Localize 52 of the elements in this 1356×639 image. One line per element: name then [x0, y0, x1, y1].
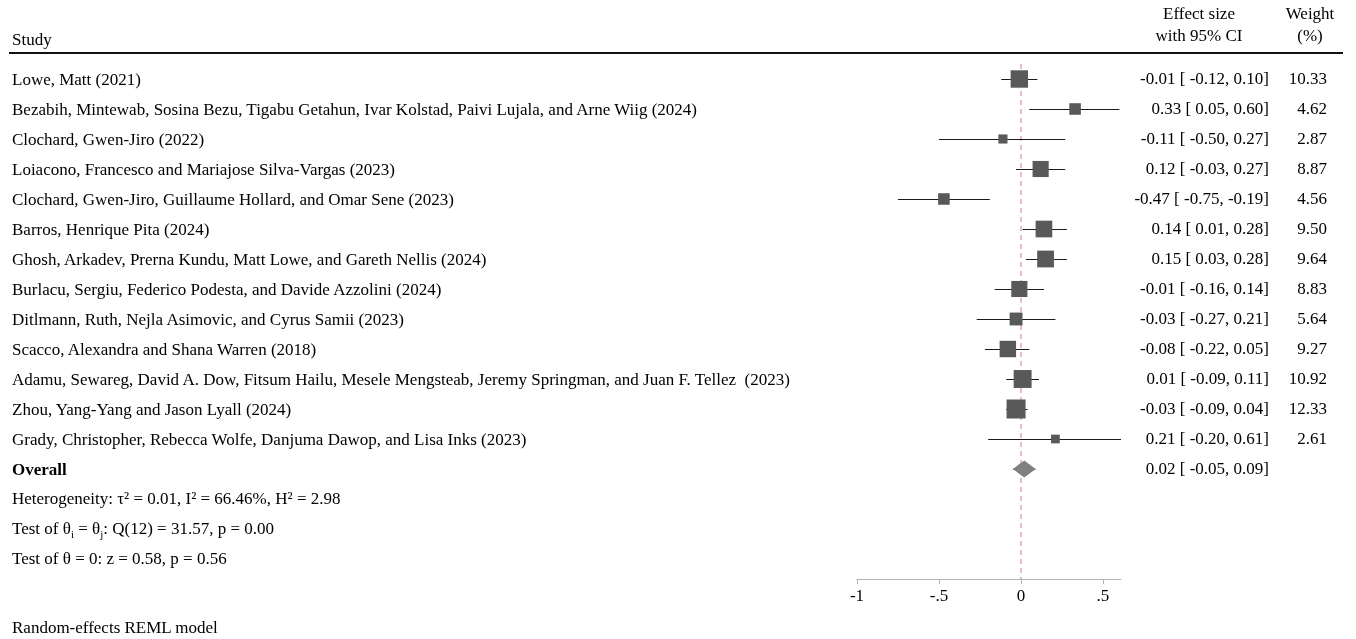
data-label: -0.01 [ -0.16, 0.14]: [1140, 279, 1269, 299]
text: Test of θ$_{i}$ = θ$_{j}$: Q(12) = 31.57, p = 0.00: [12, 519, 274, 541]
text: Test of θ = 0: z = 0.58, p = 0.56: [12, 549, 227, 569]
text: 10.92: [1288, 369, 1327, 389]
data-label: -0.03 [ -0.27, 0.21]: [1140, 309, 1269, 329]
y-tick-label: Loiacono, Francesco and Mariajose Silva-Vargas (2023): [12, 159, 396, 179]
text: 4.62: [1297, 99, 1327, 119]
y-tick-label: Scacco, Alexandra and Shana Warren (2018): [12, 339, 317, 359]
text: 9.27: [1297, 339, 1327, 359]
text: Random-effects REML model: [12, 618, 218, 638]
text: 2.61: [1297, 429, 1327, 449]
data-label: 0.01 [ -0.09, 0.11]: [1146, 369, 1269, 389]
data-label: -0.11 [ -0.50, 0.27]: [1140, 129, 1269, 149]
data-label: -0.03 [ -0.09, 0.04]: [1140, 399, 1269, 419]
y-tick-label: Barros, Henrique Pita (2024): [12, 219, 210, 239]
data-label: -0.01 [ -0.12, 0.10]: [1140, 69, 1269, 89]
y-tick-label: Ditlmann, Ruth, Nejla Asimovic, and Cyrus Samii (2023): [12, 309, 404, 329]
y-tick-label: Clochard, Gwen-Jiro (2022): [12, 129, 205, 149]
x-tick-label: .5: [1096, 586, 1110, 605]
data-label: -0.47 [ -0.75, -0.19]: [1134, 189, 1269, 209]
data-label: 0.21 [ -0.20, 0.61]: [1145, 429, 1269, 449]
text: Effect size with 95% CI: [1154, 3, 1244, 47]
y-tick-label: Grady, Christopher, Rebecca Wolfe, Danjuma Dawop, and Lisa Inks (2023): [12, 429, 527, 449]
text: 9.64: [1297, 249, 1327, 269]
text: 9.50: [1297, 219, 1327, 239]
text: Heterogeneity: τ² = 0.01, I² = 66.46%, H² = 2.98: [12, 489, 341, 509]
data-label: 0.15 [ 0.03, 0.28]: [1151, 249, 1269, 269]
data-label: 0.12 [ -0.03, 0.27]: [1145, 159, 1269, 179]
text: Weight (%): [1285, 4, 1335, 45]
y-tick-label: Overall: [12, 459, 68, 479]
text: 8.87: [1297, 159, 1327, 179]
text: 4.56: [1297, 189, 1327, 209]
data-label: -0.08 [ -0.22, 0.05]: [1140, 339, 1269, 359]
text: 12.33: [1288, 399, 1327, 419]
data-label: 0.33 [ 0.05, 0.60]: [1151, 99, 1269, 119]
y-tick-label: Zhou, Yang-Yang and Jason Lyall (2024): [12, 399, 292, 419]
text: 8.83: [1297, 279, 1327, 299]
data-label: 0.14 [ 0.01, 0.28]: [1151, 219, 1269, 239]
y-tick-label: Burlacu, Sergiu, Federico Podesta, and Davide Azzolini (2024): [12, 279, 442, 299]
x-tick-label: -1: [849, 586, 865, 605]
text: 0.02 [ -0.05, 0.09]: [1145, 459, 1269, 479]
x-tick-label: -.5: [929, 586, 949, 605]
y-tick-label: Clochard, Gwen-Jiro, Guillaume Hollard, and Omar Sene (2023): [12, 189, 454, 209]
y-tick-label: Bezabih, Mintewab, Sosina Bezu, Tigabu Getahun, Ivar Kolstad, Paivi Lujala, and Arne Wiig (2024): [12, 99, 698, 119]
text: 10.33: [1288, 69, 1327, 89]
text: 2.87: [1297, 129, 1327, 149]
text: 5.64: [1297, 309, 1327, 329]
y-tick-label: Ghosh, Arkadev, Prerna Kundu, Matt Lowe, and Gareth Nellis (2024): [12, 249, 487, 269]
y-axis-title: Study: [12, 30, 52, 50]
y-tick-label: Adamu, Sewareg, David A. Dow, Fitsum Hailu, Mesele Mengsteab, Jeremy Springman, and Juan F. Tellez (2023): [12, 369, 790, 389]
y-tick-label: Lowe, Matt (2021): [12, 69, 141, 89]
x-tick-label: 0: [1016, 586, 1026, 605]
